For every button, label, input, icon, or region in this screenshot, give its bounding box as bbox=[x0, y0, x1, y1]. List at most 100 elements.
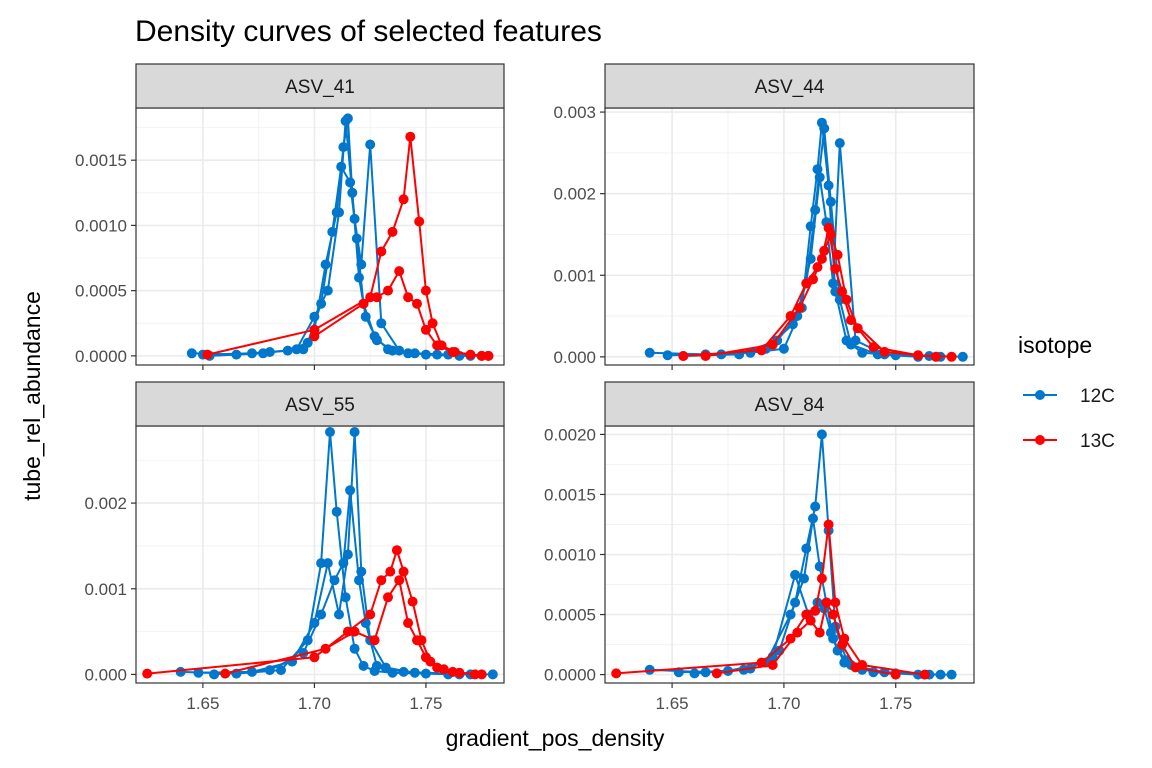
data-point bbox=[403, 292, 414, 303]
data-point bbox=[778, 343, 789, 354]
data-point bbox=[828, 278, 839, 289]
data-point bbox=[334, 609, 344, 620]
data-point bbox=[700, 351, 711, 361]
data-point bbox=[830, 597, 841, 608]
data-point bbox=[186, 348, 197, 359]
data-point bbox=[711, 668, 722, 679]
data-point bbox=[349, 626, 360, 637]
legend-item-13C: 13C bbox=[1023, 431, 1115, 452]
facet-strip bbox=[135, 381, 505, 427]
data-point bbox=[349, 643, 360, 654]
series-13C-3 bbox=[611, 519, 930, 680]
data-point bbox=[850, 662, 861, 673]
data-point bbox=[316, 609, 327, 620]
y-tick-label: 0.000 bbox=[553, 348, 596, 367]
data-point bbox=[946, 351, 957, 362]
data-point bbox=[345, 485, 356, 496]
panel-ASV_84: ASV_84 0.0000 0.0005 0.0010 0.0015 0.0020 1.65… bbox=[544, 381, 975, 713]
data-point bbox=[837, 286, 848, 297]
y-tick-label: 0.000 bbox=[84, 665, 127, 684]
y-tick-label: 0.001 bbox=[84, 580, 127, 599]
data-point bbox=[320, 259, 331, 270]
data-point bbox=[403, 618, 414, 628]
facet-label: ASV_55 bbox=[285, 395, 355, 416]
x-tick-label: 1.65 bbox=[656, 694, 689, 713]
data-point bbox=[420, 324, 431, 335]
data-point bbox=[420, 285, 431, 296]
data-point bbox=[309, 311, 320, 322]
data-point bbox=[447, 347, 458, 357]
data-point bbox=[371, 292, 382, 303]
data-point bbox=[309, 652, 320, 663]
data-point bbox=[837, 639, 848, 650]
data-point bbox=[852, 323, 863, 334]
data-point bbox=[447, 666, 458, 677]
data-point bbox=[320, 643, 331, 654]
data-point bbox=[935, 669, 946, 680]
data-point bbox=[376, 246, 387, 257]
series-13C-4 bbox=[309, 266, 487, 361]
x-tick-label: 1.65 bbox=[186, 694, 219, 713]
data-point bbox=[376, 318, 387, 329]
data-point bbox=[405, 131, 416, 142]
facet-strip bbox=[135, 63, 505, 109]
data-point bbox=[371, 660, 382, 671]
data-point bbox=[470, 669, 480, 680]
y-tick-label: 0.0000 bbox=[544, 666, 596, 685]
chart-title: Density curves of selected features bbox=[135, 15, 602, 48]
panel-ASV_41: ASV_41 0.0000 0.0005 0.0010 0.0015 bbox=[75, 63, 505, 370]
data-point bbox=[331, 506, 342, 517]
y-axis-title: tube_rel_abundance bbox=[19, 291, 45, 501]
y-tick-label: 0.0000 bbox=[75, 347, 127, 366]
data-point bbox=[398, 666, 409, 677]
data-point bbox=[830, 263, 841, 274]
data-point bbox=[414, 216, 425, 227]
legend-label-13C: 13C bbox=[1080, 431, 1115, 452]
data-point bbox=[832, 249, 843, 260]
y-tick-label: 0.0015 bbox=[75, 151, 127, 170]
data-point bbox=[823, 222, 834, 233]
data-point bbox=[814, 627, 825, 638]
data-point bbox=[810, 501, 821, 512]
y-tick-label: 0.001 bbox=[553, 266, 596, 285]
x-tick-label: 1.70 bbox=[767, 694, 800, 713]
y-tick-label: 0.0005 bbox=[544, 606, 596, 625]
data-point bbox=[799, 573, 809, 584]
data-point bbox=[412, 298, 422, 309]
data-point bbox=[334, 207, 344, 218]
data-point bbox=[383, 285, 393, 296]
data-point bbox=[345, 177, 356, 188]
data-point bbox=[689, 668, 700, 679]
data-point bbox=[369, 331, 380, 342]
data-point bbox=[354, 272, 364, 283]
y-tick-label: 0.0010 bbox=[75, 216, 127, 235]
data-point bbox=[394, 575, 405, 586]
data-point bbox=[329, 575, 340, 586]
data-point bbox=[785, 311, 796, 321]
data-point bbox=[432, 340, 443, 351]
data-point bbox=[825, 196, 836, 207]
y-tick-label: 0.0015 bbox=[544, 485, 596, 504]
data-point bbox=[644, 347, 655, 358]
data-point bbox=[821, 597, 832, 608]
data-point bbox=[376, 575, 387, 586]
legend-key-dot-13C bbox=[1035, 435, 1045, 445]
data-point bbox=[356, 259, 367, 270]
data-point bbox=[398, 566, 409, 577]
data-point bbox=[785, 609, 796, 620]
data-point bbox=[394, 345, 405, 356]
data-point bbox=[391, 545, 402, 556]
y-tick-label: 0.003 bbox=[553, 103, 596, 122]
facet-strip bbox=[604, 63, 975, 109]
data-point bbox=[816, 573, 827, 584]
data-point bbox=[662, 350, 673, 361]
data-point bbox=[291, 344, 302, 355]
data-point bbox=[816, 253, 827, 264]
data-point bbox=[398, 194, 409, 205]
series-13C-4 bbox=[700, 222, 941, 362]
x-tick-label: 1.70 bbox=[298, 694, 331, 713]
data-point bbox=[957, 351, 968, 362]
data-point bbox=[354, 575, 364, 586]
data-point bbox=[890, 669, 901, 680]
x-axis-title: gradient_pos_density bbox=[446, 725, 665, 751]
